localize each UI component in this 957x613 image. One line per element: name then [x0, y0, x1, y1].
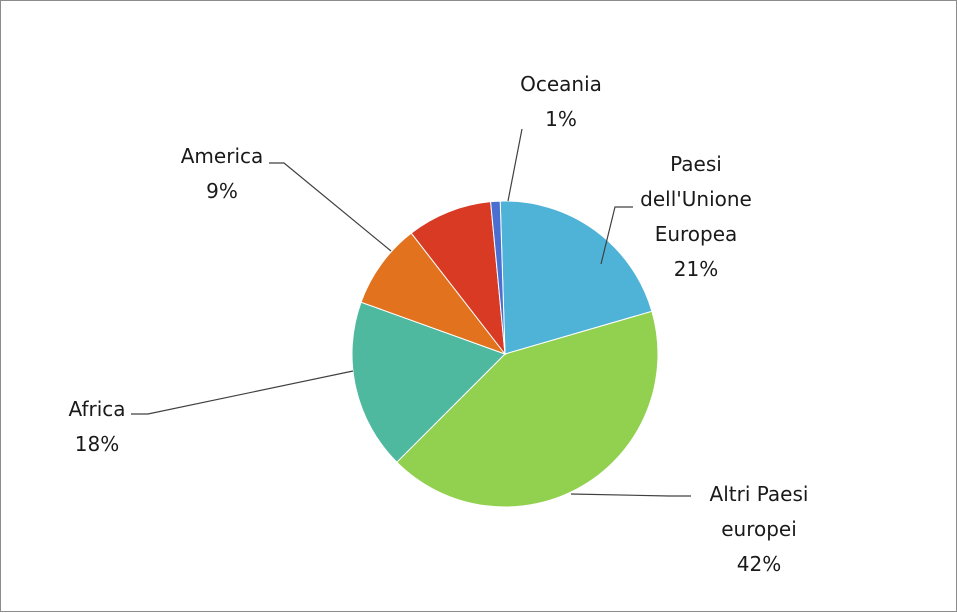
pie-slice-3 — [360, 232, 507, 356]
pie-slices — [351, 200, 659, 508]
data-labels: Paesi dell'Unione Europea 21% Altri Paesi eur… — [68, 72, 808, 576]
leader-line-1 — [570, 493, 691, 497]
data-label-4: Oceania 1% — [520, 72, 602, 131]
pie-slice-residual — [410, 201, 506, 356]
pie-slice-2 — [351, 301, 506, 463]
data-label-3: America 9% — [181, 144, 264, 203]
leader-lines — [131, 128, 691, 497]
data-label-2: Africa 18% — [68, 397, 125, 456]
pie-slice-1 — [396, 310, 659, 508]
pie-slice-0 — [499, 200, 653, 355]
data-label-1: Altri Paesi europei 42% — [710, 482, 809, 576]
leader-line-4 — [507, 128, 523, 202]
leader-line-2 — [131, 370, 354, 415]
data-label-0: Paesi dell'Unione Europea 21% — [640, 152, 752, 281]
leader-line-3 — [269, 162, 392, 252]
pie-slice-4 — [490, 200, 506, 355]
leader-line-0 — [600, 206, 633, 265]
